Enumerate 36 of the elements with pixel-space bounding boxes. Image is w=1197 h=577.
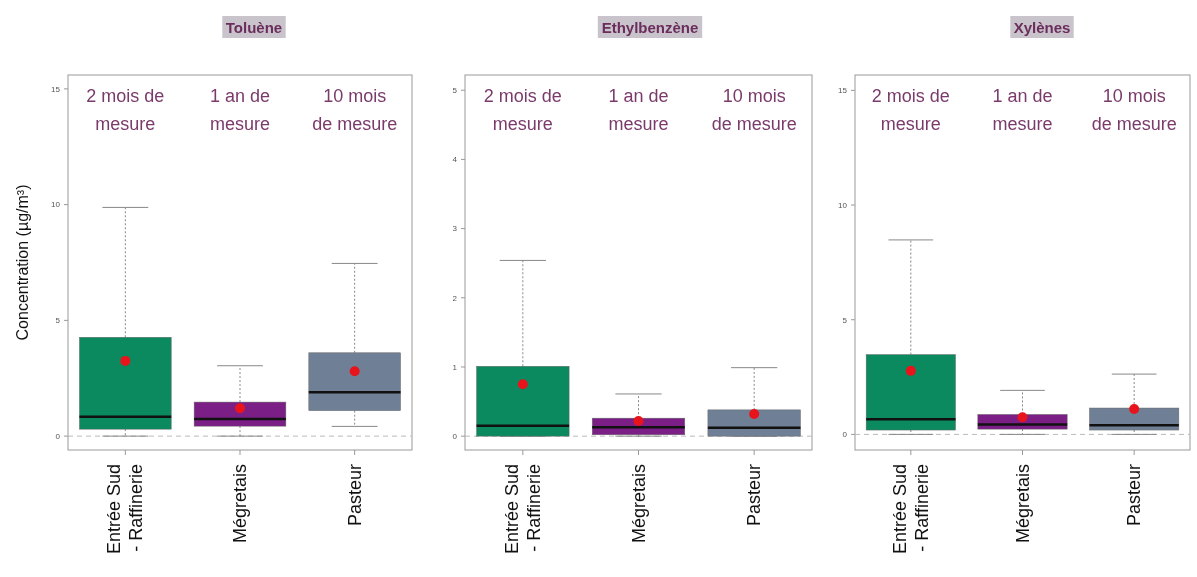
y-tick-label: 4 (452, 155, 458, 165)
y-axis-title: Concentration (µg/m³) (14, 184, 31, 341)
x-tick-label: Entrée Sud - Raffinerie (104, 464, 147, 555)
y-tick-label: 0 (452, 431, 458, 441)
annotation: 2 mois de mesure (483, 86, 562, 134)
y-tick-label: 15 (838, 86, 848, 96)
y-tick-label: 1 (452, 362, 458, 372)
annotation: 10 mois de mesure (312, 86, 398, 134)
x-tick-label: Pasteur (1124, 464, 1145, 527)
y-tick-label: 0 (55, 431, 61, 441)
x-tick-label: Mégretais (230, 464, 250, 544)
x-tick-label: Pasteur (744, 464, 765, 527)
annotation: 1 an de mesure (608, 86, 669, 134)
y-tick-label: 2 (452, 293, 458, 303)
chart-title: Xylènes (1013, 19, 1071, 36)
x-tick-label: Entrée Sud - Raffinerie (889, 464, 932, 555)
annotation: 2 mois de mesure (871, 86, 950, 134)
annotation: 1 an de mesure (209, 86, 271, 134)
y-tick-label: 15 (51, 84, 61, 94)
y-tick-label: 5 (452, 86, 458, 96)
x-tick-label: Mégretais (628, 464, 649, 544)
chart-title: Toluène (225, 19, 283, 36)
y-tick-label: 10 (838, 200, 848, 210)
annotation: 1 an de mesure (992, 86, 1053, 134)
annotation: 2 mois de mesure (86, 86, 165, 134)
y-tick-label: 5 (842, 315, 848, 325)
y-tick-label: 10 (51, 200, 61, 210)
x-tick-label: Mégretais (1012, 464, 1033, 544)
y-tick-label: 5 (55, 316, 61, 326)
chart-title: Ethylbenzène (601, 19, 699, 36)
annotation: 10 mois de mesure (711, 86, 797, 134)
x-tick-label: Entrée Sud - Raffinerie (501, 464, 544, 555)
y-tick-label: 3 (452, 224, 458, 234)
y-tick-label: 0 (842, 430, 848, 440)
annotation: 10 mois de mesure (1091, 86, 1177, 134)
x-tick-label: Pasteur (344, 464, 365, 527)
